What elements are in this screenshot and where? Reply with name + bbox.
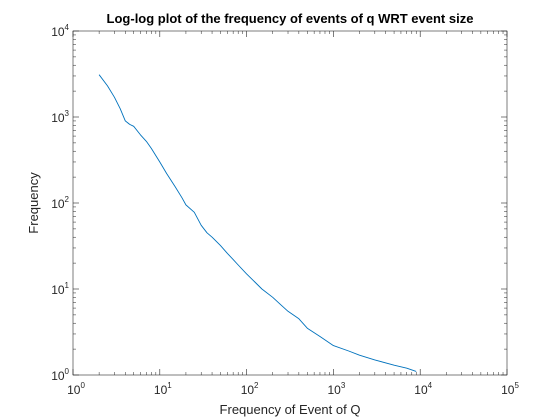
x-tick-label: 102 — [241, 381, 259, 397]
x-axis-label: Frequency of Event of Q — [220, 402, 361, 417]
series-layer — [98, 74, 417, 372]
x-tick-label: 101 — [154, 381, 172, 397]
axes-layer: 100 101 102 103 104 105 100 101 102 103 104 — [51, 23, 519, 397]
y-tick-label: 102 — [51, 195, 69, 211]
x-tick-label: 105 — [501, 381, 519, 397]
chart-title: Log-log plot of the frequency of events … — [107, 11, 474, 26]
y-tick-label: 104 — [51, 23, 69, 39]
y-tick-label: 101 — [51, 281, 69, 297]
x-tick-label: 100 — [67, 381, 85, 397]
y-axis-label: Frequency — [26, 172, 41, 234]
x-tick-label: 103 — [327, 381, 345, 397]
y-tick-label: 103 — [51, 109, 69, 125]
y-tick-label: 100 — [51, 367, 69, 383]
x-tick-label: 104 — [414, 381, 432, 397]
series-line-0 — [98, 74, 417, 372]
plot-area — [73, 31, 507, 375]
